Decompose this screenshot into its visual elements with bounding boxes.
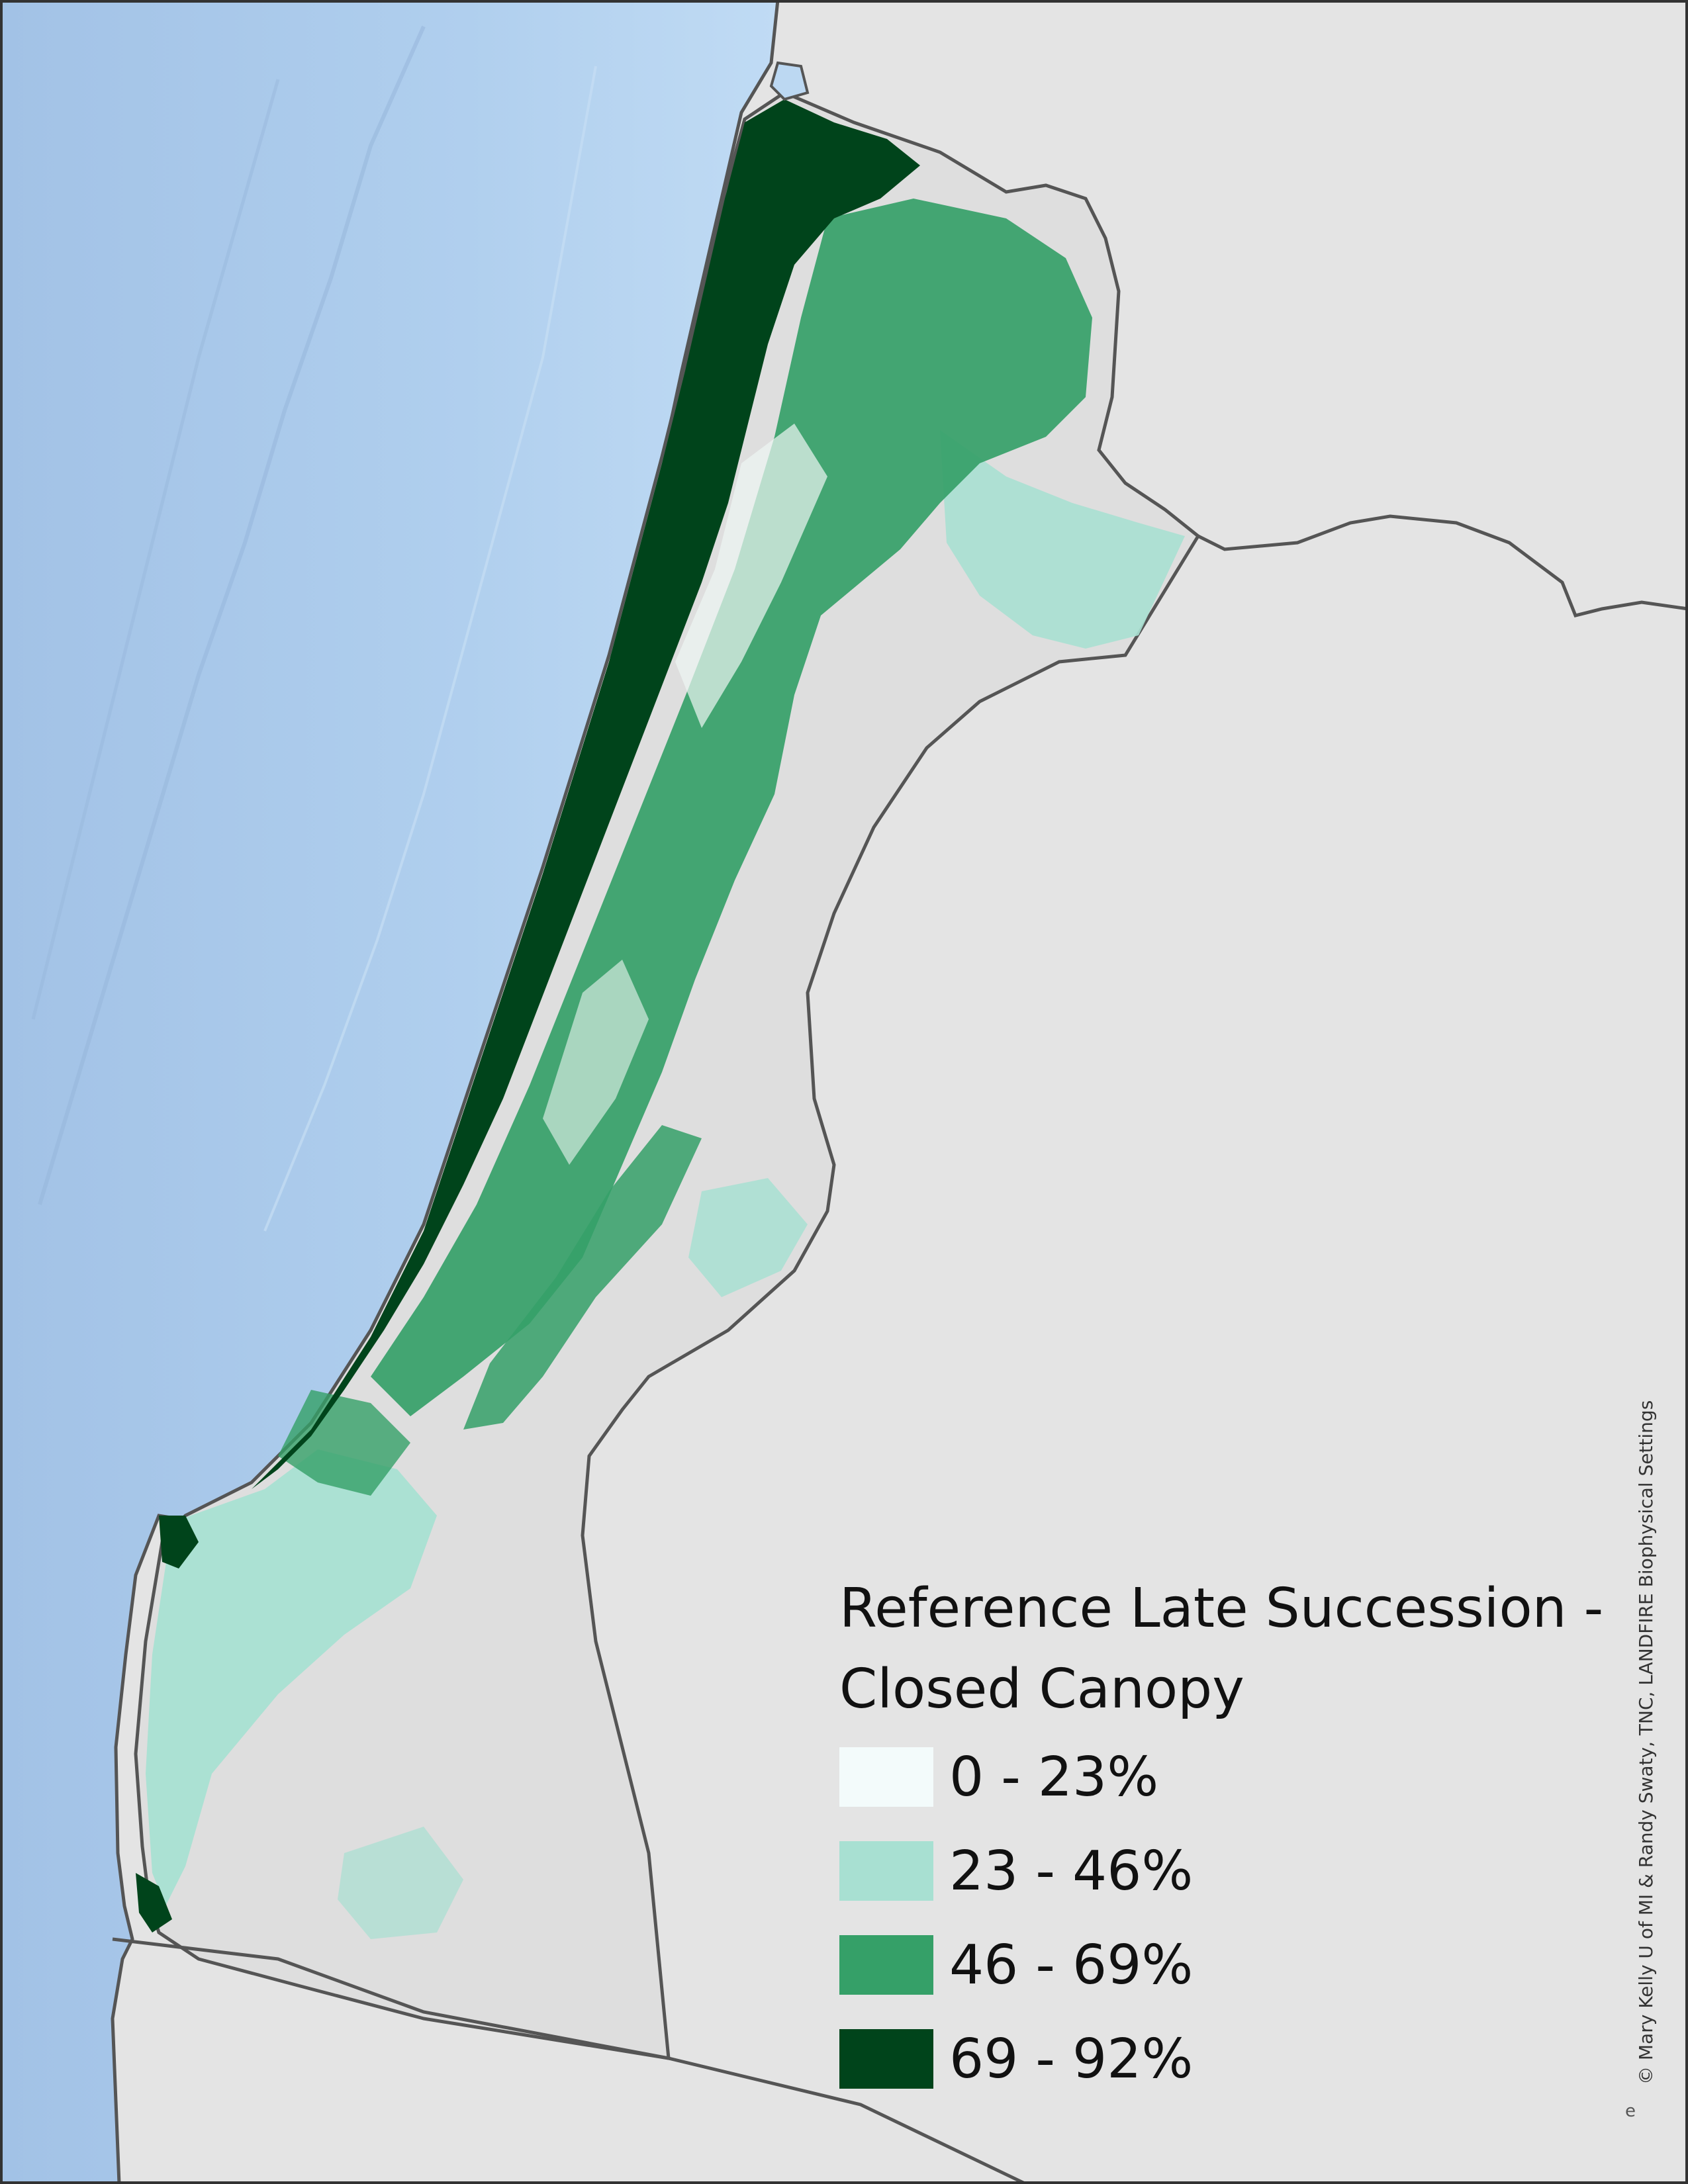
canopy-zone-0-23 xyxy=(675,424,827,728)
ocean xyxy=(0,0,778,2184)
canopy-zone-0-23 xyxy=(543,960,649,1165)
legend-title: Reference Late Succession - Closed Canop… xyxy=(839,1577,1604,1721)
legend-item: 69 - 92% xyxy=(839,2012,1620,2106)
legend-item: 0 - 23% xyxy=(839,1730,1620,1824)
legend-label: 69 - 92% xyxy=(949,2027,1194,2091)
legend-item: 46 - 69% xyxy=(839,1918,1620,2012)
map-legend: Reference Late Succession - Closed Canop… xyxy=(839,1569,1620,2106)
canopy-zone-69-92 xyxy=(159,1516,199,1569)
seafloor-relief xyxy=(38,25,426,1205)
seafloor-relief xyxy=(31,79,280,1020)
canopy-zone-23-46 xyxy=(940,430,1185,649)
canopy-zone-69-92 xyxy=(136,1873,172,1933)
legend-label: 23 - 46% xyxy=(949,1839,1194,1903)
canopy-zone-23-46 xyxy=(338,1827,463,1939)
legend-swatch xyxy=(839,2029,933,2089)
canopy-zone-23-46 xyxy=(688,1178,808,1297)
canopy-zone-69-92 xyxy=(252,99,920,1489)
canopy-zone-46-69 xyxy=(463,1125,702,1430)
legend-swatch xyxy=(839,1935,933,1995)
state-boundary xyxy=(1197,514,1688,617)
legend-swatch xyxy=(839,1747,933,1807)
legend-label: 46 - 69% xyxy=(949,1933,1194,1997)
legend-item: 23 - 46% xyxy=(839,1824,1620,1918)
legend-swatch xyxy=(839,1841,933,1901)
state-boundary xyxy=(112,1937,1027,2184)
canopy-zone-23-46 xyxy=(146,1449,437,1906)
corner-mark: e xyxy=(1625,2101,1636,2121)
bay-inlet xyxy=(769,61,810,101)
seafloor-relief xyxy=(263,66,597,1232)
legend-label: 0 - 23% xyxy=(949,1745,1159,1809)
credit-text: © Mary Kelly U of MI & Randy Swaty, TNC,… xyxy=(1635,1400,1657,2085)
canopy-zone-46-69 xyxy=(278,1390,410,1496)
legend-rows: 0 - 23% 23 - 46% 46 - 69% 69 - 92% xyxy=(839,1730,1620,2106)
